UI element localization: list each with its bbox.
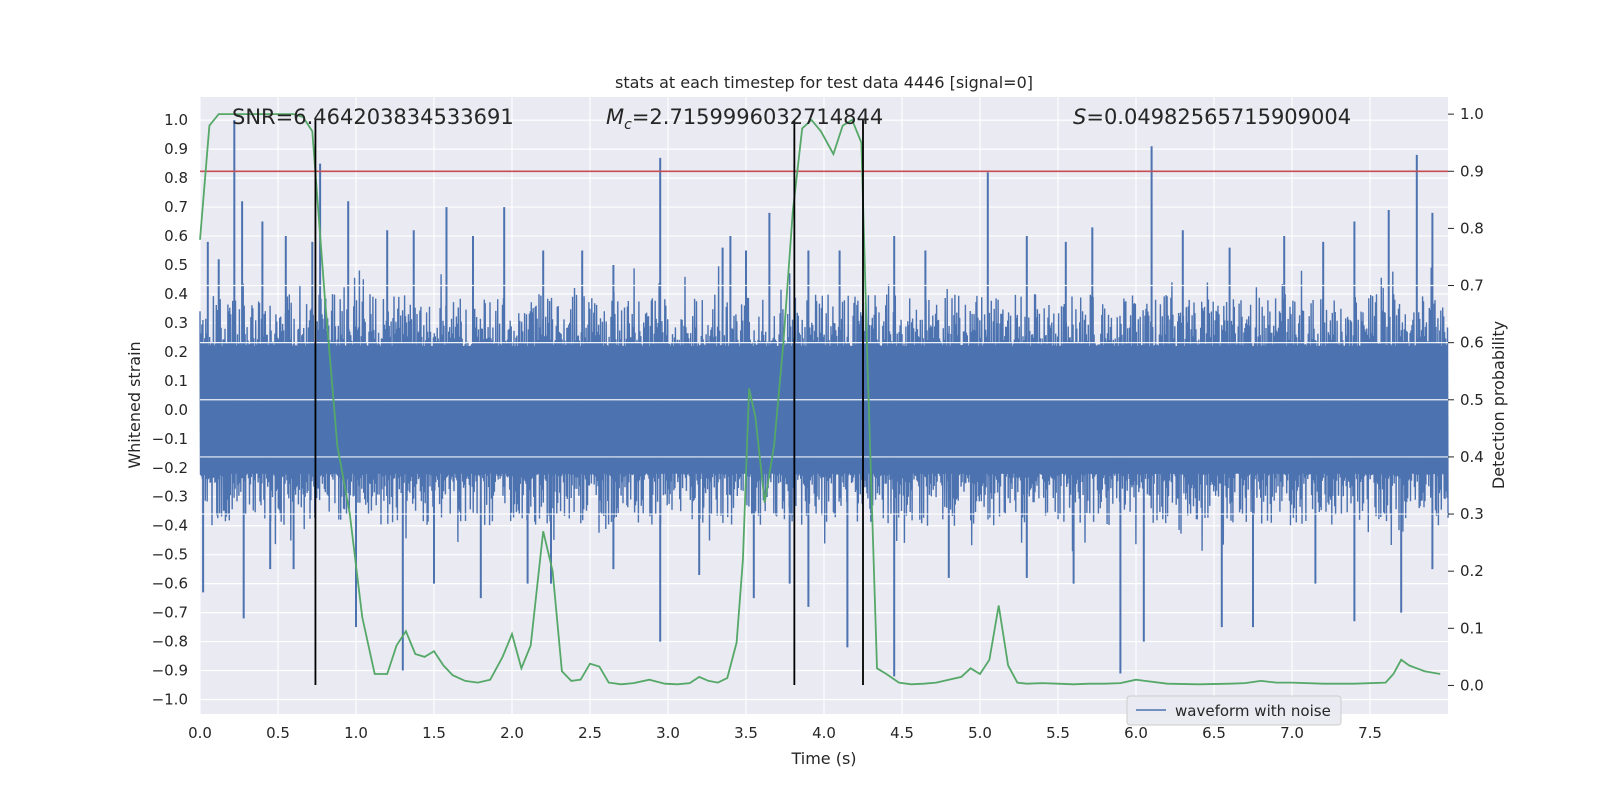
y-tick-label: −0.4 [152, 517, 188, 535]
snr-annotation: SNR=6.464203834533691 [232, 105, 514, 129]
y2-tick-label: 0.9 [1460, 162, 1484, 180]
probability-series [199, 113, 1441, 686]
s-value: =0.04982565715909004 [1086, 105, 1351, 129]
mc-symbol: M [606, 105, 624, 129]
y2-tick-label: 0.4 [1460, 448, 1484, 466]
x-tick-label: 2.0 [500, 724, 524, 742]
x-tick-label: 3.0 [656, 724, 680, 742]
y-tick-label: −0.3 [152, 488, 188, 506]
s-annotation: S=0.04982565715909004 [1073, 105, 1351, 129]
x-tick-label: 1.0 [344, 724, 368, 742]
x-axis-label: Time (s) [790, 749, 856, 768]
x-tick-label: 0.5 [266, 724, 290, 742]
y-tick-label: 1.0 [164, 111, 188, 129]
y-tick-label: 0.0 [164, 401, 188, 419]
x-tick-label: 5.0 [968, 724, 992, 742]
y-tick-label: −0.2 [152, 459, 188, 477]
strain-series [199, 120, 1449, 677]
x-tick-label: 7.0 [1280, 724, 1304, 742]
mc-value: =2.7159996032714844 [632, 105, 883, 129]
x-tick-label: 7.5 [1358, 724, 1382, 742]
strain-core [200, 346, 1448, 474]
y-axis-label: Whitened strain [125, 341, 144, 468]
y-axis-left: 1.0 0.9 0.8 0.7 0.6 0.5 0.4 0.3 0.2 0.1 0.0 −0.1 −0.… [152, 111, 188, 708]
y-axis-right: 1.0 0.9 0.8 0.7 0.6 0.5 0.4 0.3 0.2 0.1 0.0 [1448, 105, 1484, 694]
y-tick-label: −0.9 [152, 662, 188, 680]
mc-subscript: c [624, 117, 632, 133]
y2-tick-label: 0.3 [1460, 505, 1484, 523]
x-tick-label: 3.5 [734, 724, 758, 742]
y2-tick-label: 0.1 [1460, 619, 1484, 637]
x-tick-label: 1.5 [422, 724, 446, 742]
legend-box [1126, 695, 1342, 726]
y-tick-label: 0.3 [164, 314, 188, 332]
x-tick-label: 5.5 [1046, 724, 1070, 742]
x-tick-label: 6.5 [1202, 724, 1226, 742]
y2-tick-label: 0.2 [1460, 562, 1484, 580]
y-tick-label: 0.1 [164, 372, 188, 390]
y-tick-label: −1.0 [152, 691, 188, 709]
y-tick-label: 0.6 [164, 227, 188, 245]
y2-tick-label: 1.0 [1460, 105, 1484, 123]
x-tick-label: 0.0 [188, 724, 212, 742]
x-axis: 0.0 0.5 1.0 1.5 2.0 2.5 3.0 3.5 4.0 4.5 5.0 5.5 6.0 6… [188, 724, 1382, 742]
y-tick-label: 0.2 [164, 343, 188, 361]
x-tick-label: 4.0 [812, 724, 836, 742]
chart-title: stats at each timestep for test data 444… [615, 73, 1033, 92]
y2-tick-label: 0.7 [1460, 277, 1484, 295]
y-tick-label: −0.1 [152, 430, 188, 448]
x-tick-label: 2.5 [578, 724, 602, 742]
event-lines [314, 120, 864, 686]
x-tick-label: 6.0 [1124, 724, 1148, 742]
x-tick-label: 4.5 [890, 724, 914, 742]
y-tick-label: −0.8 [152, 633, 188, 651]
grid-overlay [200, 284, 1448, 515]
y2-tick-label: 0.8 [1460, 219, 1484, 237]
y-tick-label: −0.7 [152, 604, 188, 622]
y-tick-label: 0.4 [164, 285, 188, 303]
y-tick-label: 0.9 [164, 140, 188, 158]
legend-label-waveform: waveform with noise [1175, 702, 1331, 720]
s-symbol: S [1073, 105, 1086, 129]
y-tick-label: 0.8 [164, 169, 188, 187]
y2-tick-label: 0.5 [1460, 391, 1484, 409]
y2-tick-label: 0.6 [1460, 334, 1484, 352]
legend: waveform with noise [1126, 695, 1342, 726]
y2-axis-label: Detection probability [1489, 321, 1508, 489]
y-tick-label: 0.7 [164, 198, 188, 216]
y-tick-label: −0.6 [152, 575, 188, 593]
y2-tick-label: 0.0 [1460, 676, 1484, 694]
y-tick-label: −0.5 [152, 546, 188, 564]
probability-line [199, 113, 1441, 686]
y-tick-label: 0.5 [164, 256, 188, 274]
mc-annotation: Mc=2.7159996032714844 [606, 105, 883, 133]
